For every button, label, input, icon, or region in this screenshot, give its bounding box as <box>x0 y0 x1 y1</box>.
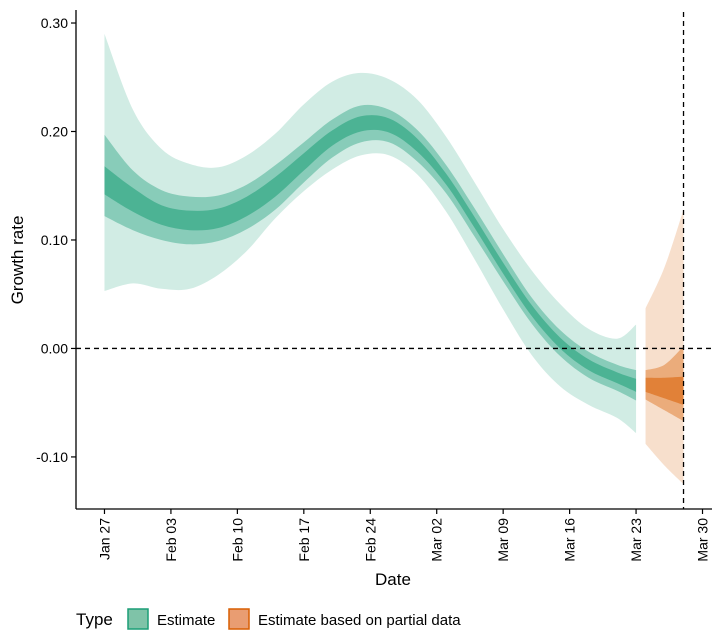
band-20-estimate <box>104 115 637 392</box>
legend-swatch-estimate <box>127 608 149 630</box>
y-tick-label: 0.20 <box>41 123 68 139</box>
legend-label-partial: Estimate based on partial data <box>258 612 461 629</box>
ribbon-bands <box>104 33 684 485</box>
x-tick-label: Feb 10 <box>229 518 245 562</box>
x-tick-label: Mar 16 <box>562 518 578 562</box>
x-tick-label: Mar 02 <box>429 518 445 562</box>
band-20-partial <box>645 376 684 405</box>
axes <box>75 10 712 510</box>
band-90-partial <box>645 209 684 485</box>
y-tick-label: 0.00 <box>41 340 68 356</box>
x-tick-label: Feb 17 <box>296 518 312 562</box>
x-tick-label: Mar 09 <box>495 518 511 562</box>
band-90-estimate <box>104 33 637 434</box>
y-tick-label: -0.10 <box>36 449 68 465</box>
legend: Type Estimate Estimate based on partial … <box>76 608 461 630</box>
legend-swatch-partial <box>228 608 250 630</box>
x-tick-label: Feb 24 <box>362 518 378 562</box>
y-tick-label: 0.10 <box>41 232 68 248</box>
band-50-estimate <box>104 104 637 401</box>
legend-item-estimate: Estimate <box>127 608 215 630</box>
legend-label-estimate: Estimate <box>157 612 215 629</box>
series-partial <box>645 209 684 485</box>
x-tick-label: Mar 30 <box>695 518 711 562</box>
reference-lines <box>76 12 712 509</box>
series-estimate <box>104 33 637 434</box>
x-tick-label: Jan 27 <box>97 518 113 560</box>
legend-item-partial: Estimate based on partial data <box>228 608 461 630</box>
axis-ticks: -0.10 0.00 0.10 0.20 0.30 Jan 27 Feb 03 Feb 10 F… <box>36 15 710 562</box>
x-tick-label: Mar 23 <box>628 518 644 562</box>
x-axis-title: Date <box>375 570 411 589</box>
y-axis-title: Growth rate <box>8 216 27 305</box>
legend-title: Type <box>76 610 113 629</box>
x-tick-label: Feb 03 <box>163 518 179 562</box>
y-tick-label: 0.30 <box>41 15 68 31</box>
